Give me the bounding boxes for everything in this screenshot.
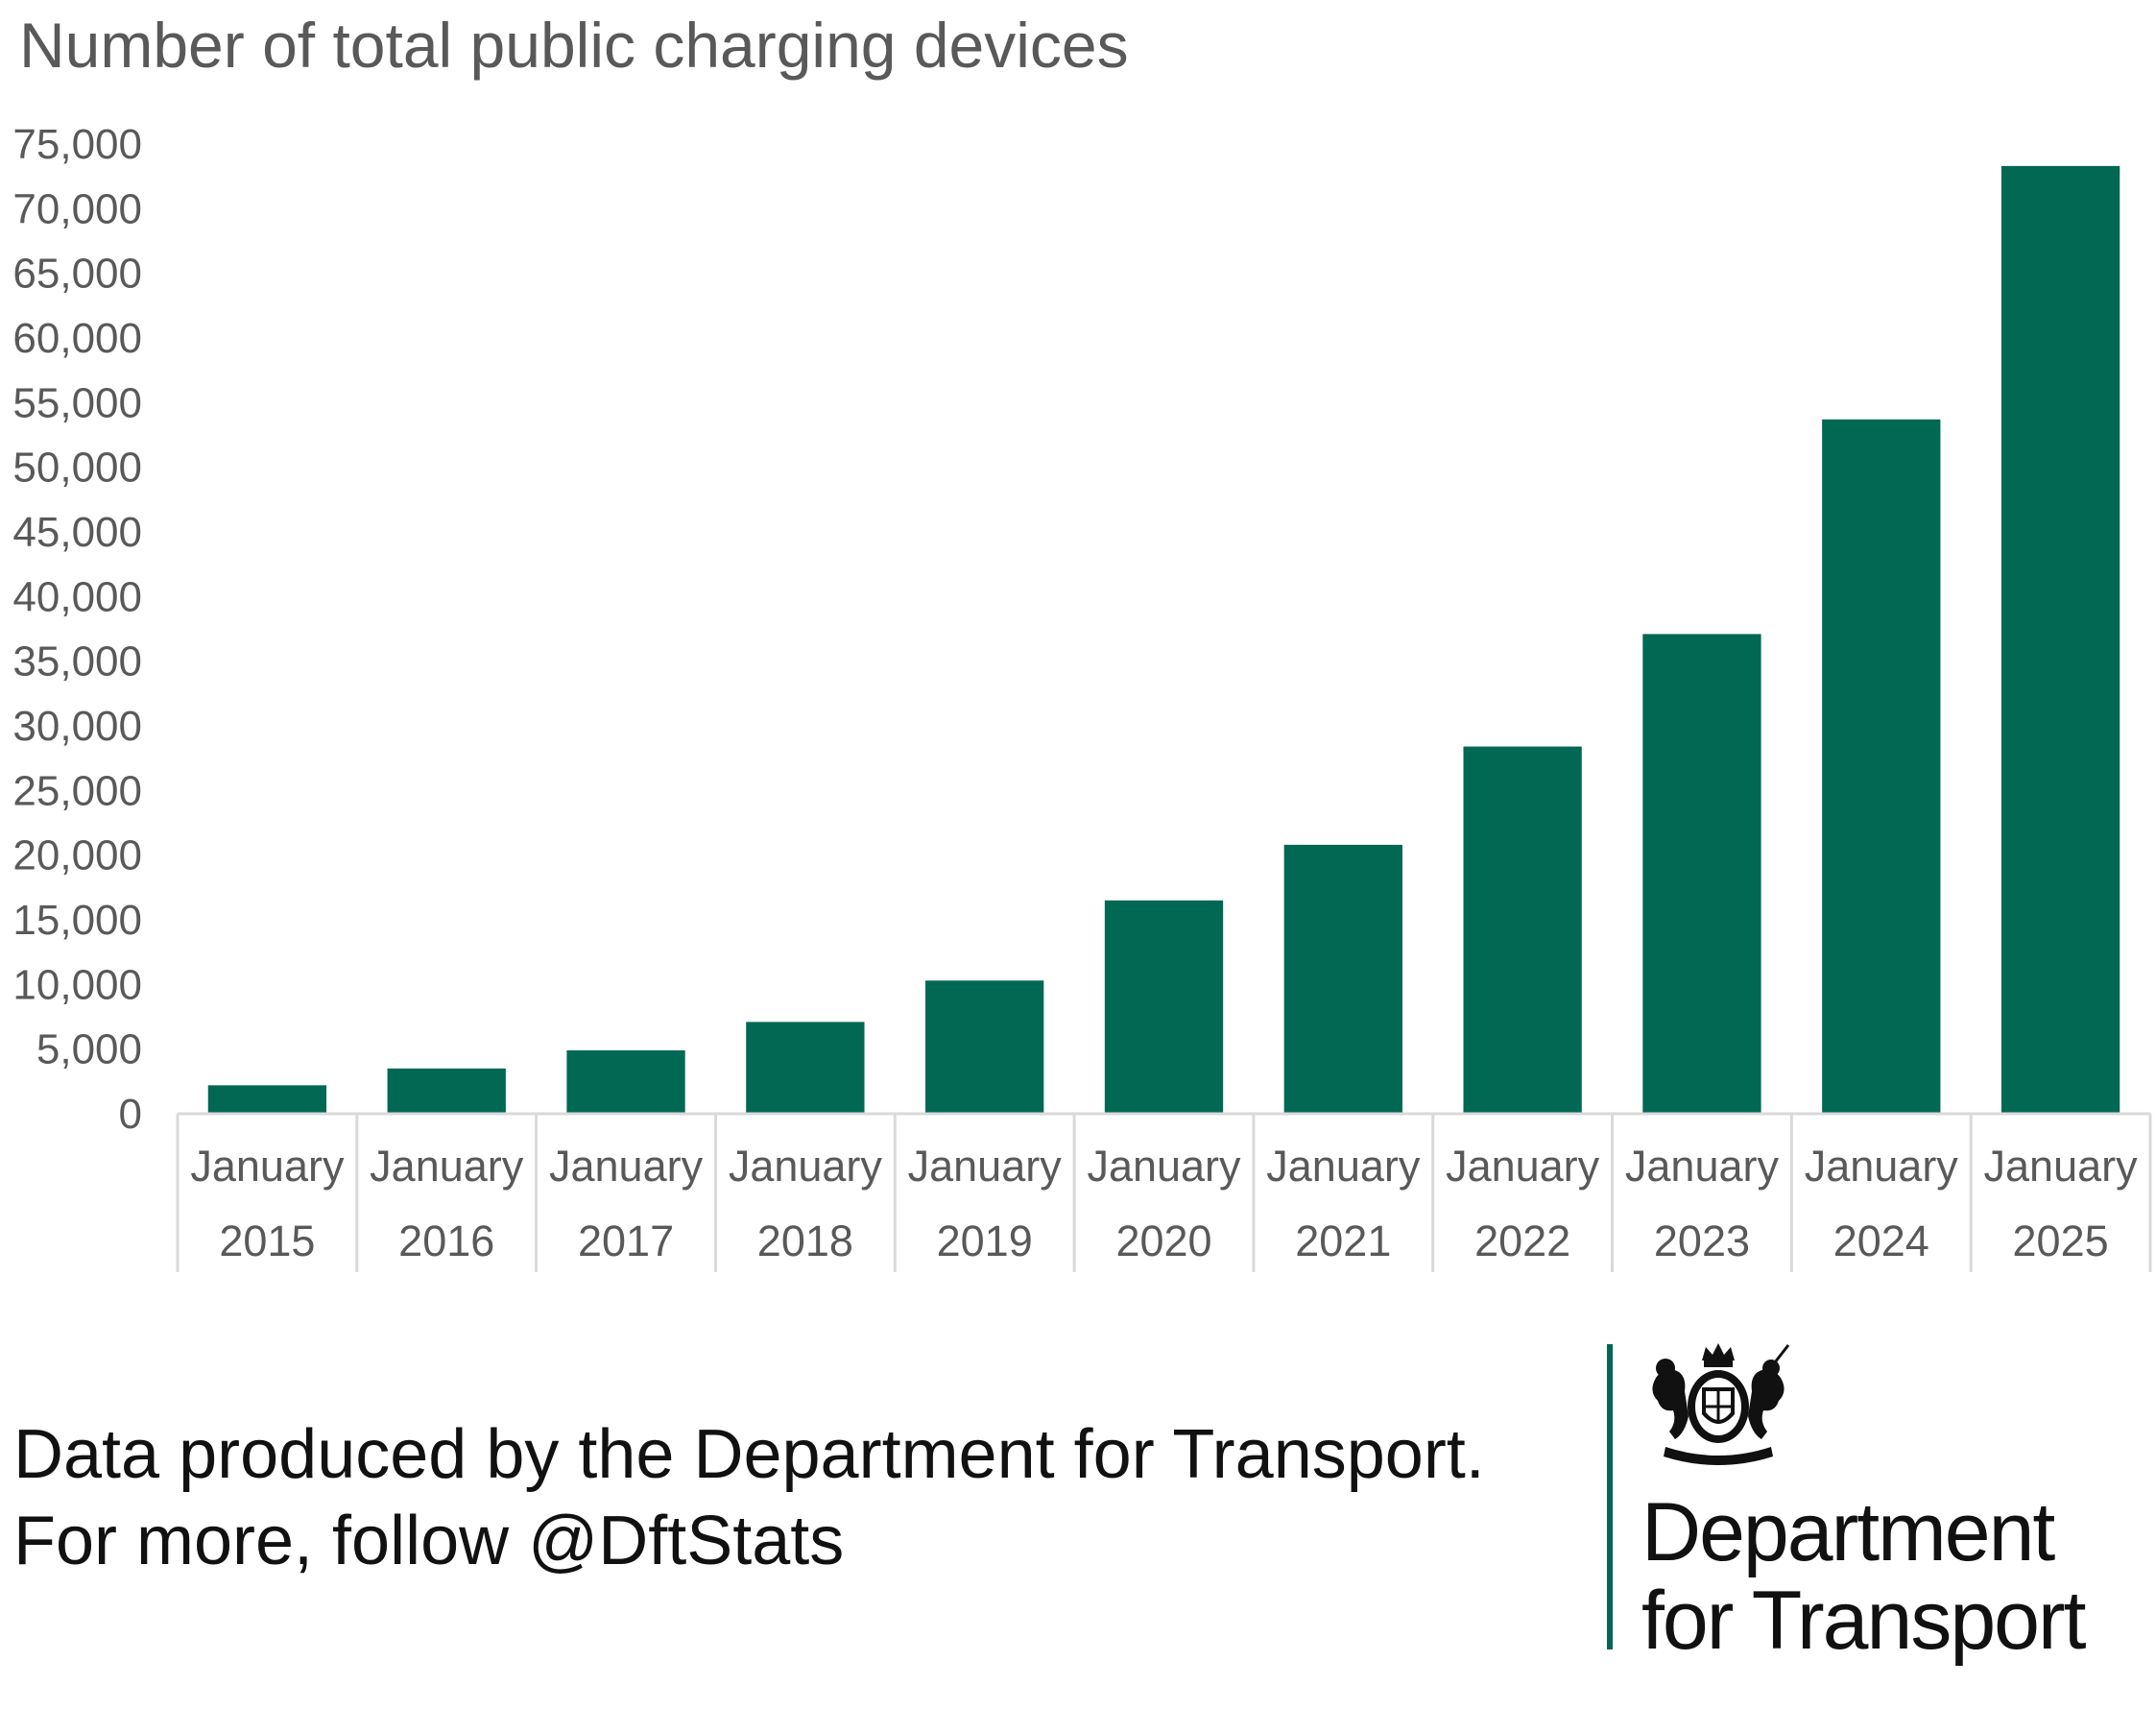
x-tick-label: 2019 (937, 1216, 1033, 1265)
y-tick-label: 55,000 (12, 379, 142, 426)
x-tick-label: January (1805, 1142, 1959, 1191)
y-tick-label: 75,000 (12, 121, 142, 168)
department-name-line-1: Department (1641, 1486, 2055, 1578)
y-tick-label: 70,000 (12, 185, 142, 232)
y-tick-label: 65,000 (12, 251, 142, 298)
bar (1642, 634, 1761, 1114)
x-tick-label: 2024 (1833, 1216, 1929, 1265)
y-tick-label: 60,000 (12, 315, 142, 362)
x-tick-label: January (370, 1142, 524, 1191)
x-tick-label: 2018 (757, 1216, 853, 1265)
bar (566, 1050, 685, 1114)
logo-divider (1607, 1344, 1613, 1649)
bar (207, 1085, 327, 1114)
y-tick-label: 50,000 (12, 445, 142, 492)
y-tick-label: 0 (119, 1091, 142, 1138)
y-tick-label: 5,000 (36, 1026, 142, 1073)
x-axis: January 2015 January 2016 January 2017 January… (176, 1112, 2152, 1272)
chart: Number of total public charging devices … (12, 10, 2152, 1272)
x-tick-label: January (190, 1142, 345, 1191)
y-tick-label: 20,000 (12, 832, 142, 879)
x-tick-label: 2025 (2013, 1216, 2109, 1265)
x-tick-label: 2022 (1474, 1216, 1570, 1265)
x-tick-label: January (1984, 1142, 2139, 1191)
department-name: Department for Transport (1641, 1486, 2087, 1667)
footer-line-1: Data produced by the Department for Tran… (13, 1416, 1485, 1493)
footer-line-2: For more, follow @DftStats (13, 1503, 845, 1579)
bar (1822, 419, 1941, 1115)
bar (2000, 165, 2120, 1115)
x-tick-label: January (1446, 1142, 1600, 1191)
bar (1463, 746, 1582, 1114)
x-tick-label: 2015 (219, 1216, 315, 1265)
y-tick-label: 45,000 (12, 509, 142, 556)
x-tick-label: January (908, 1142, 1063, 1191)
y-tick-label: 30,000 (12, 703, 142, 750)
y-tick-label: 40,000 (12, 573, 142, 620)
footer-credit: Data produced by the Department for Tran… (13, 1411, 1485, 1584)
x-tick-label: January (1266, 1142, 1421, 1191)
bars (207, 165, 2120, 1115)
bar (925, 980, 1044, 1114)
x-tick-label: January (1625, 1142, 1780, 1191)
y-tick-label: 25,000 (12, 767, 142, 814)
y-tick-label: 35,000 (12, 638, 142, 686)
bar (387, 1068, 506, 1114)
bar (746, 1022, 865, 1114)
x-tick-label: January (549, 1142, 704, 1191)
department-name-line-2: for Transport (1641, 1575, 2087, 1667)
bar (1104, 900, 1224, 1114)
chart-title: Number of total public charging devices (19, 10, 1129, 81)
x-tick-label: 2020 (1115, 1216, 1211, 1265)
y-tick-label: 10,000 (12, 961, 142, 1008)
x-tick-label: 2017 (578, 1216, 674, 1265)
x-tick-label: 2016 (398, 1216, 494, 1265)
x-tick-label: 2021 (1295, 1216, 1391, 1265)
y-axis: 0 5,000 10,000 15,000 20,000 25,000 30,000 35,0… (12, 121, 142, 1138)
bar (1283, 844, 1402, 1114)
x-tick-label: January (1087, 1142, 1241, 1191)
x-tick-label: 2023 (1654, 1216, 1750, 1265)
royal-coat-of-arms-icon (1652, 1343, 1790, 1465)
y-tick-label: 15,000 (12, 897, 142, 944)
x-tick-label: January (729, 1142, 883, 1191)
